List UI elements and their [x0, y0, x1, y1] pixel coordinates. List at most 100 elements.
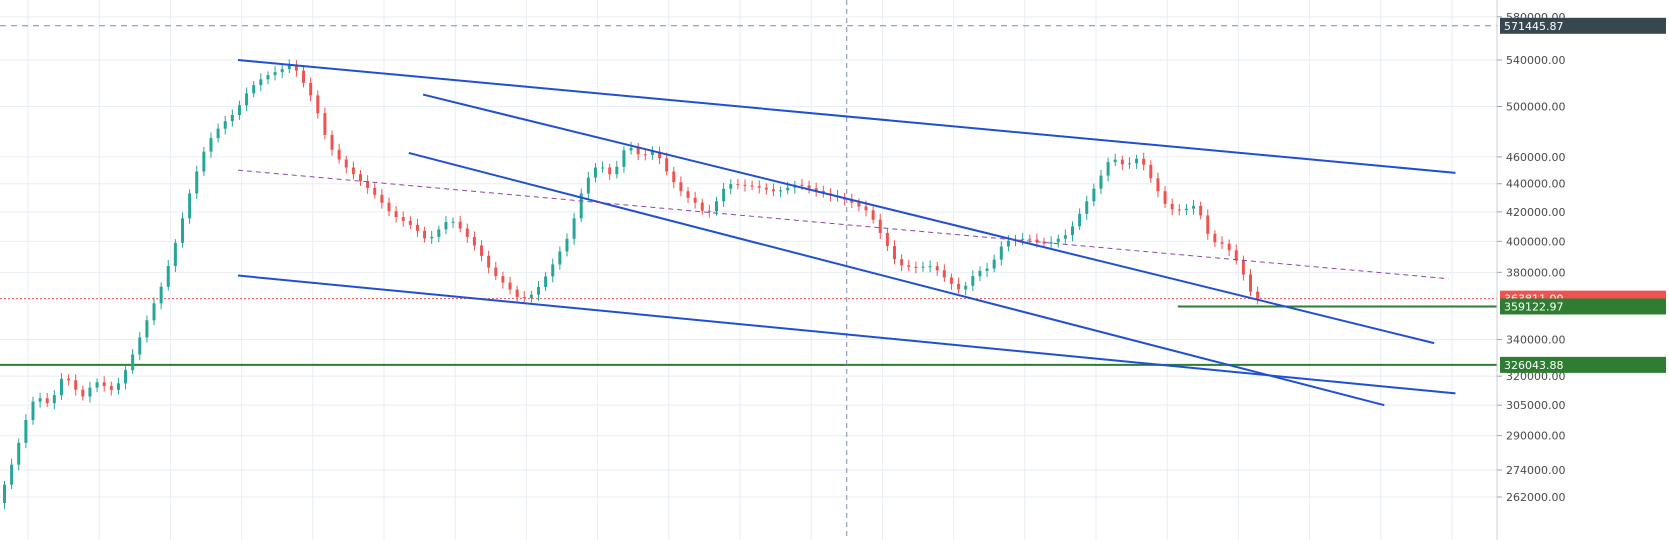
candle[interactable] [387, 197, 391, 217]
candle[interactable] [351, 161, 355, 180]
candle[interactable] [252, 81, 256, 98]
candle[interactable] [1142, 152, 1146, 171]
candle[interactable] [807, 180, 811, 194]
candle[interactable] [408, 216, 412, 230]
candle[interactable] [74, 374, 78, 396]
candle[interactable] [1099, 169, 1103, 194]
trendline[interactable] [237, 59, 1456, 174]
candle[interactable] [444, 216, 448, 235]
candle[interactable] [366, 175, 370, 194]
candle[interactable] [700, 198, 704, 215]
candle[interactable] [494, 261, 498, 281]
candle[interactable] [601, 161, 605, 173]
candle[interactable] [622, 146, 626, 173]
candle[interactable] [885, 228, 889, 252]
candle[interactable] [152, 297, 156, 326]
candle[interactable] [608, 163, 612, 180]
candle[interactable] [1184, 203, 1188, 216]
candle[interactable] [643, 148, 647, 161]
candle[interactable] [124, 365, 128, 390]
candle[interactable] [1113, 153, 1117, 167]
candle[interactable] [686, 187, 690, 203]
candle[interactable] [458, 215, 462, 233]
candle[interactable] [1163, 186, 1167, 208]
candle[interactable] [985, 262, 989, 277]
candle[interactable] [957, 277, 961, 294]
candle[interactable] [893, 240, 896, 265]
candle[interactable] [202, 146, 206, 176]
price-axis[interactable]: 580000.00540000.00500000.00460000.004400… [1496, 0, 1669, 540]
candle[interactable] [280, 64, 284, 78]
candle[interactable] [615, 160, 619, 179]
trendline[interactable] [408, 151, 1385, 407]
candle[interactable] [779, 186, 783, 198]
candle[interactable] [722, 182, 726, 207]
candle[interactable] [1135, 154, 1139, 169]
candle[interactable] [665, 152, 669, 176]
candle[interactable] [480, 240, 484, 262]
candle[interactable] [1234, 244, 1238, 265]
candle[interactable] [949, 273, 953, 290]
candle[interactable] [707, 204, 711, 218]
candle[interactable] [116, 377, 120, 395]
candle[interactable] [1206, 209, 1210, 240]
candle[interactable] [529, 290, 533, 303]
candle[interactable] [914, 261, 918, 274]
candle[interactable] [245, 87, 249, 112]
candle[interactable] [188, 189, 192, 224]
candle[interactable] [45, 392, 49, 407]
candle[interactable] [181, 212, 184, 248]
candle[interactable] [223, 116, 227, 135]
candle[interactable] [465, 223, 469, 243]
candle[interactable] [971, 270, 975, 292]
candle[interactable] [173, 239, 177, 273]
candle[interactable] [693, 191, 697, 209]
candle[interactable] [102, 376, 106, 392]
candle[interactable] [501, 271, 505, 289]
candle[interactable] [1021, 232, 1025, 246]
candle[interactable] [537, 281, 540, 301]
candle[interactable] [593, 163, 597, 183]
candle[interactable] [195, 165, 199, 200]
candle[interactable] [757, 180, 761, 194]
candle[interactable] [437, 225, 441, 243]
candle[interactable] [209, 132, 213, 158]
candle[interactable] [1249, 268, 1252, 296]
candle[interactable] [359, 170, 362, 187]
candle[interactable] [287, 59, 291, 74]
trendline[interactable] [237, 169, 1449, 280]
candle[interactable] [1192, 200, 1196, 215]
candle[interactable] [935, 261, 939, 276]
candle[interactable] [1085, 195, 1089, 220]
candle[interactable] [572, 212, 576, 245]
candle[interactable] [88, 381, 92, 403]
candle[interactable] [1256, 286, 1260, 305]
candle[interactable] [992, 254, 996, 273]
candle[interactable] [636, 142, 640, 160]
candle[interactable] [145, 315, 149, 343]
candle[interactable] [109, 381, 113, 396]
candle[interactable] [487, 250, 491, 274]
candle[interactable] [1227, 239, 1231, 257]
candle[interactable] [1106, 157, 1110, 182]
candle[interactable] [380, 189, 384, 209]
candle[interactable] [1056, 234, 1060, 248]
candle[interactable] [1127, 157, 1131, 169]
candle[interactable] [515, 285, 519, 303]
candle[interactable] [138, 331, 142, 361]
candle[interactable] [629, 141, 633, 155]
candle[interactable] [159, 282, 163, 310]
candle[interactable] [658, 146, 662, 165]
candle[interactable] [266, 71, 270, 85]
candle[interactable] [1241, 255, 1245, 281]
candle[interactable] [373, 183, 377, 199]
candle[interactable] [230, 109, 234, 127]
candle[interactable] [24, 414, 28, 449]
candle[interactable] [316, 90, 320, 119]
candle[interactable] [81, 385, 85, 401]
candle[interactable] [59, 373, 63, 401]
candle[interactable] [814, 182, 818, 197]
candle[interactable] [330, 130, 334, 156]
candle[interactable] [558, 246, 562, 270]
